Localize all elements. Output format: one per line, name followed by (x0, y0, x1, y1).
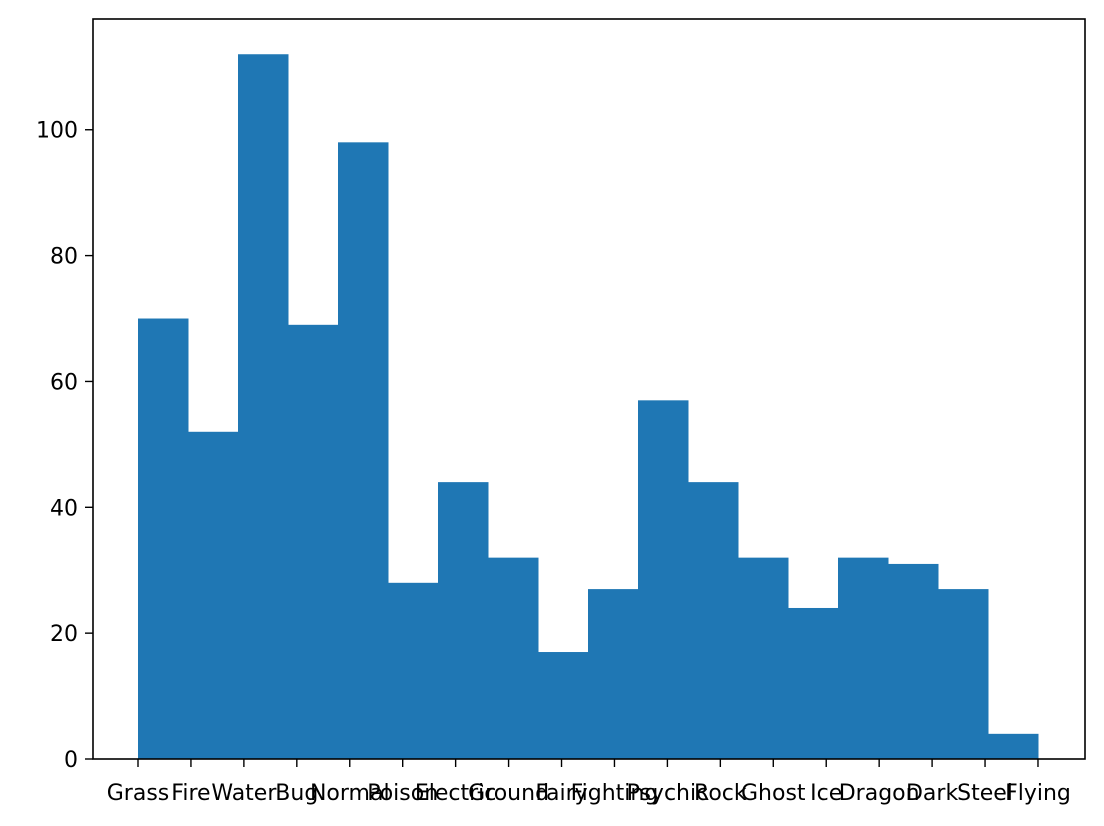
x-tick-label-flying: Flying (1005, 781, 1071, 806)
bars-group (138, 54, 1039, 760)
bar-fire (188, 431, 239, 759)
plot-area-frame (92, 18, 1086, 760)
bar-poison (388, 582, 439, 759)
x-tick-label-bug: Bug (275, 781, 318, 806)
x-tick-label-ghost: Ghost (741, 781, 806, 806)
bar-psychic (638, 400, 689, 759)
x-axis-ticks: Grass Fire WaterBugNormalPoisonElectricGro… (107, 759, 1071, 806)
bar-bug (288, 324, 339, 759)
x-tick-label-grass: Grass (107, 781, 170, 806)
y-tick-label: 20 (50, 622, 78, 647)
y-axis-ticks: 0 20 40 60 80 100 (36, 119, 93, 773)
x-tick-label-ground: Ground (468, 781, 549, 806)
bar-electric (438, 482, 489, 759)
y-tick-label: 60 (50, 370, 78, 395)
x-tick-label-dark: Dark (906, 781, 958, 806)
x-tick-label-dragon: Dragon (839, 781, 920, 806)
y-tick-label: 40 (50, 496, 78, 521)
bar-grass (138, 318, 189, 759)
bar-rock (688, 482, 739, 759)
bar-ground (488, 557, 539, 759)
bar-flying (988, 733, 1039, 759)
x-tick-label-electric: Electric (415, 781, 497, 806)
x-tick-label-fairy: Fairy (535, 781, 587, 806)
x-tick-label-steel: Steel (957, 781, 1013, 806)
y-tick-label: 80 (50, 245, 78, 270)
x-tick-label-psychic: Psychic (627, 781, 709, 806)
x-tick-label-rock: Rock (694, 781, 747, 806)
x-tick-label-fighting: Fighting (571, 781, 659, 806)
bar-normal (338, 142, 389, 759)
bar-steel (938, 589, 989, 759)
y-tick-label: 100 (36, 119, 78, 144)
bar-water (238, 54, 289, 760)
bar-dark (888, 563, 939, 759)
bar-ghost (738, 557, 789, 759)
x-tick-label-water: Water (211, 781, 277, 806)
y-tick-label: 0 (64, 748, 78, 773)
x-tick-label-fire: Fire (171, 781, 210, 806)
bar-ice (788, 607, 839, 759)
bar-dragon (838, 557, 889, 759)
x-tick-label-ice: Ice (810, 781, 842, 806)
bar-fighting (588, 589, 639, 759)
x-tick-label-normal: Normal (310, 781, 390, 806)
bar-fairy (538, 652, 589, 759)
x-tick-label-poison: Poison (367, 781, 438, 806)
